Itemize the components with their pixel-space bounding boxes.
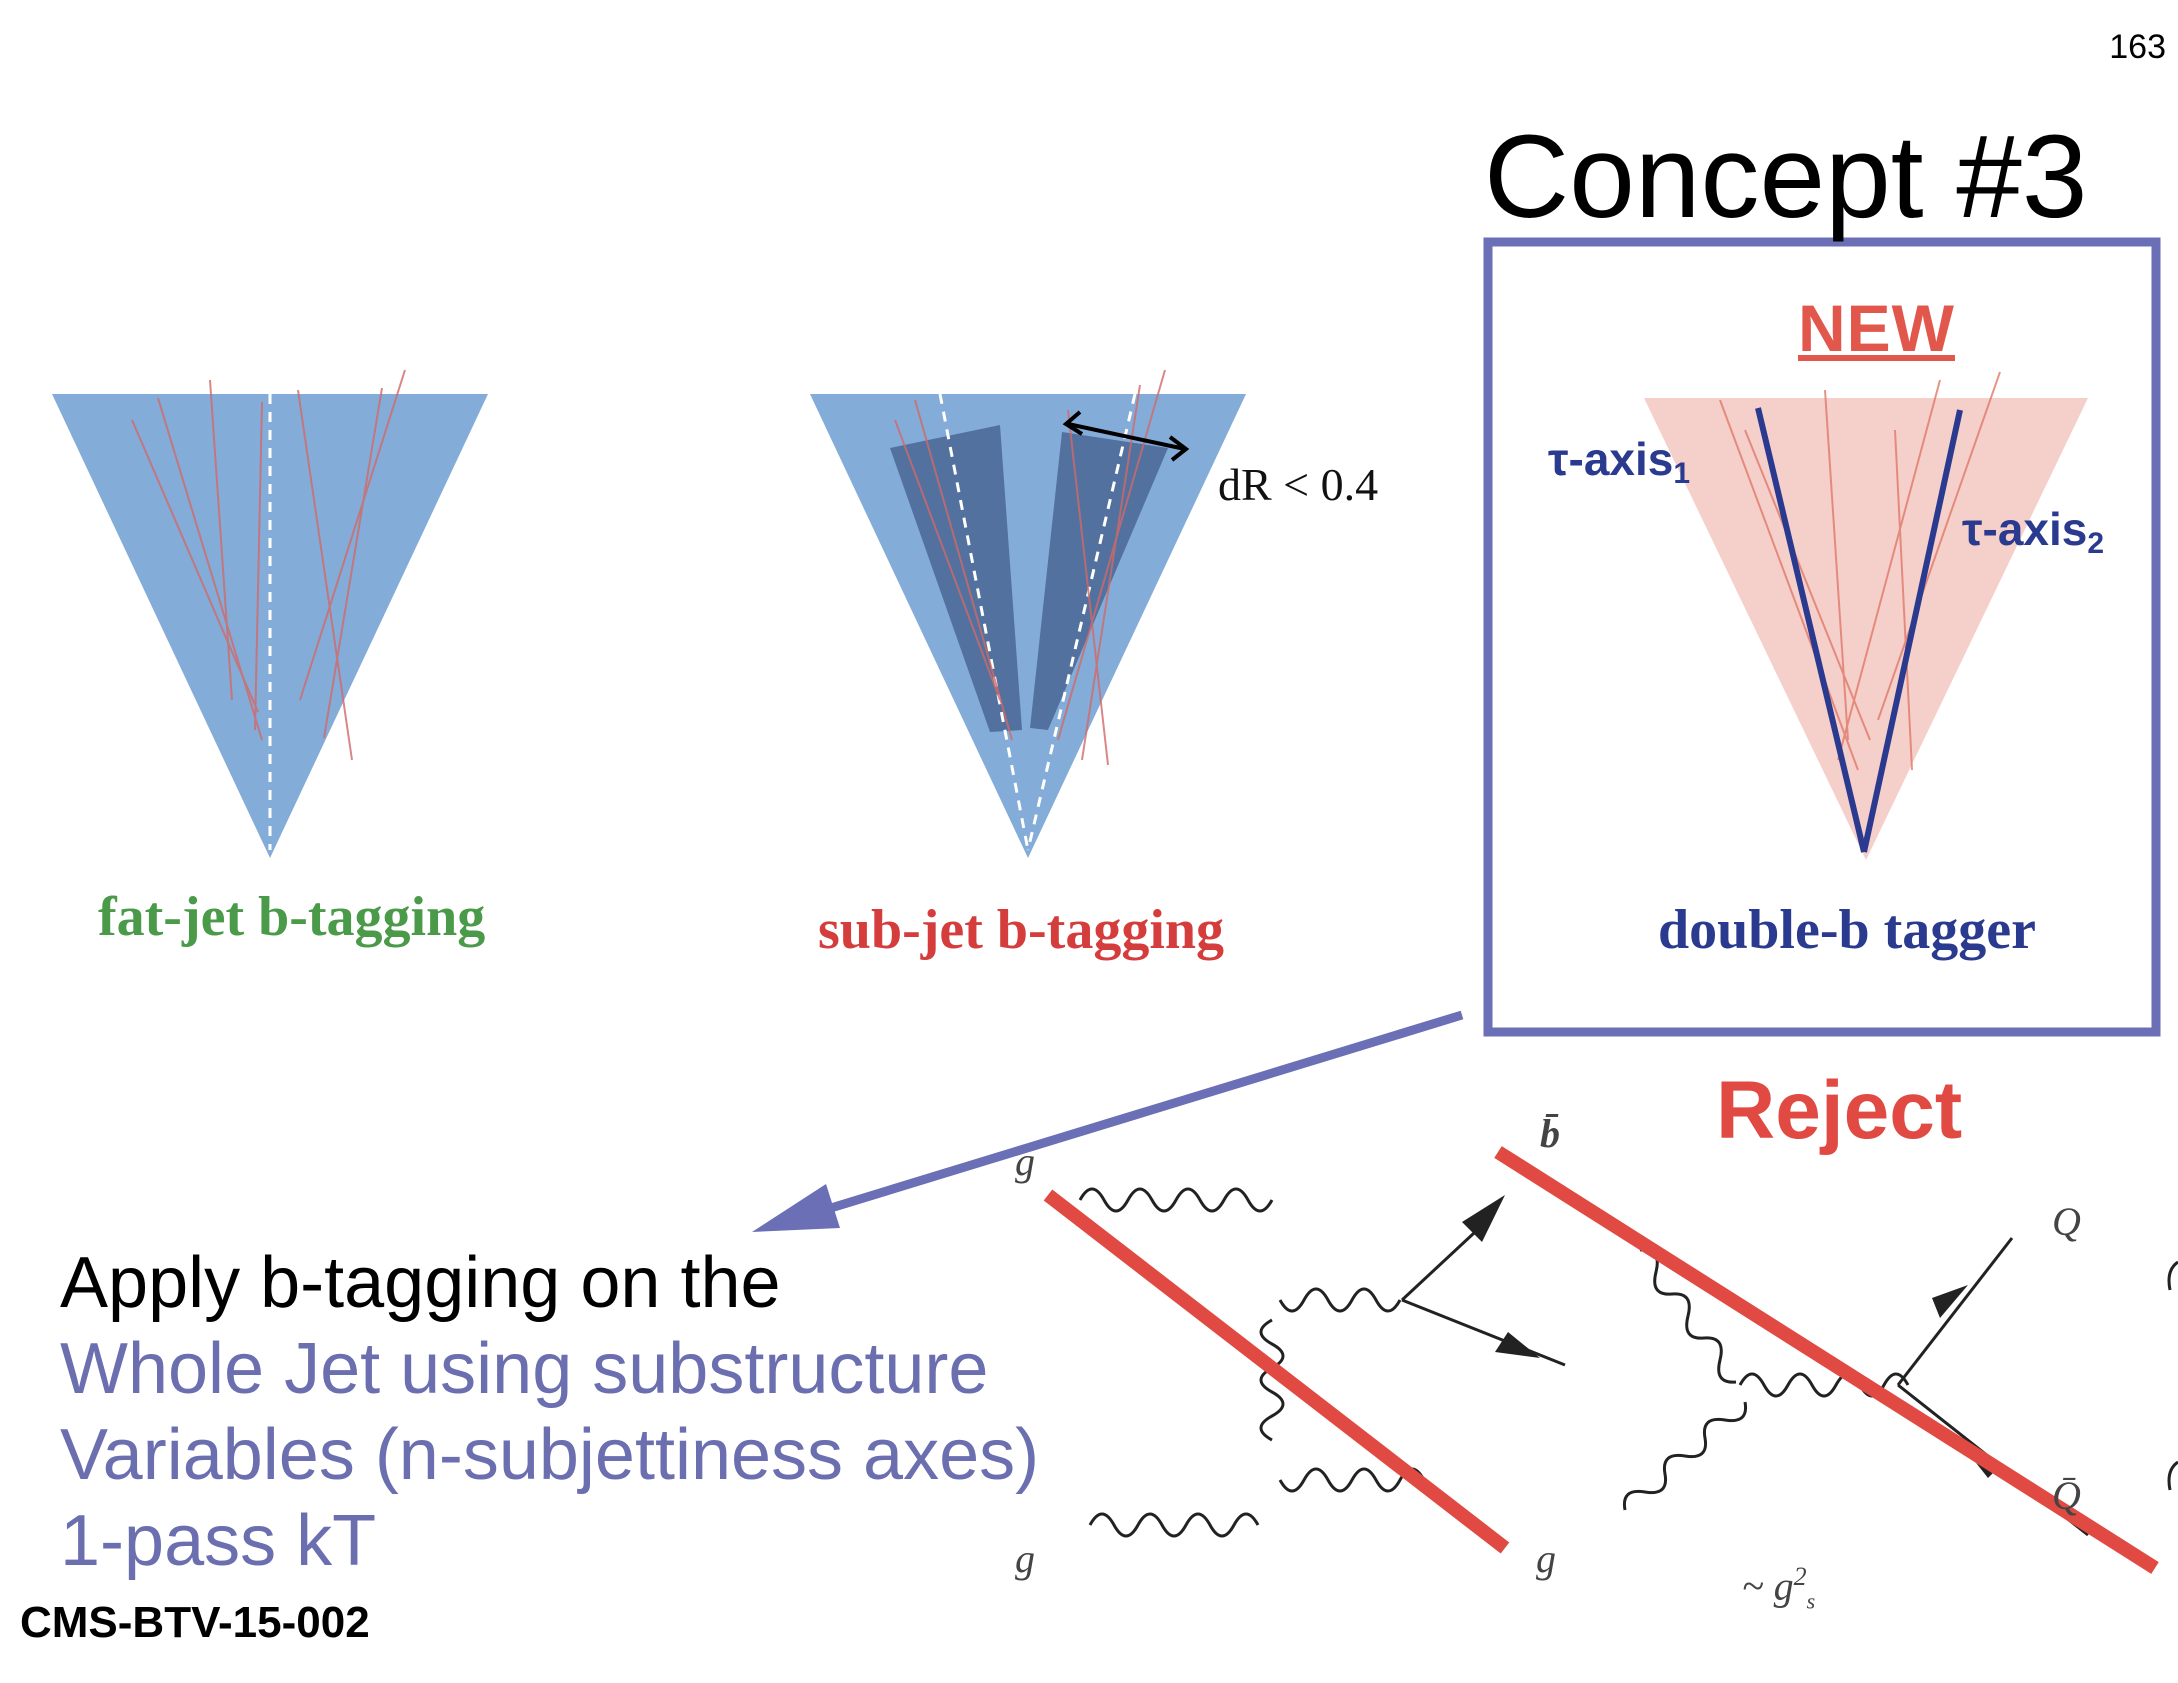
body-line-1: Apply b-tagging on the (60, 1243, 781, 1323)
tau-axis-2-label: τ-axis2 (1962, 503, 2105, 560)
sub-jet-diagram (810, 369, 1246, 858)
body-text: Apply b-tagging on the Whole Jet using s… (60, 1240, 1039, 1584)
dr-arrow (1062, 410, 1190, 462)
reject-strike-2 (1494, 1146, 2159, 1574)
sub-jet-axis-left (938, 393, 1030, 851)
sub-jet-label: sub-jet b-tagging (818, 899, 1225, 961)
sub-jet-left (890, 425, 1022, 732)
feynman-coupling: ~ g2s (1742, 1562, 1816, 1614)
feynman-diagram-1 (1078, 1187, 1566, 1538)
reference-id: CMS-BTV-15-002 (20, 1598, 370, 1647)
fat-jet-cone (52, 394, 488, 858)
double-b-tracks (1719, 371, 2001, 771)
fat-jet-tracks (131, 369, 406, 761)
reject-strike-1 (1043, 1189, 1510, 1554)
gluon-line (1078, 1187, 1274, 1213)
body-line-4: 1-pass kT (60, 1501, 377, 1581)
gluon-line (1088, 1512, 1260, 1538)
gluon-line (1259, 1318, 1285, 1442)
double-b-cone (1644, 398, 2088, 860)
feynman-label-g3: g (1536, 1536, 1556, 1581)
body-line-2: Whole Jet using substructure (60, 1329, 989, 1409)
gluon-line (1639, 1248, 1737, 1384)
tau-axis-1-label: τ-axis1 (1548, 433, 1691, 490)
sub-jet-cone (810, 394, 1246, 858)
gluon-line (1622, 1401, 1748, 1511)
gluon-line (1278, 1287, 1402, 1313)
feynman-label-q: Q (2052, 1199, 2081, 1244)
new-badge: NEW (1798, 291, 1955, 365)
feynman-diagram-3-partial (2167, 1260, 2178, 1491)
reject-label: Reject (1716, 1065, 1963, 1156)
gluon-line (1278, 1467, 1426, 1493)
sub-jet-axis-right (1026, 393, 1137, 851)
fat-jet-label: fat-jet b-tagging (98, 886, 486, 948)
tau-axis-1-line (1755, 407, 1867, 853)
tau-axis-2-line (1861, 409, 1963, 853)
sub-jet-tracks (894, 369, 1166, 766)
feynman-label-g2: g (1015, 1536, 1035, 1581)
feynman-label-g1: g (1015, 1139, 1035, 1184)
double-b-diagram (1644, 371, 2088, 860)
dr-annotation: dR < 0.4 (1218, 459, 1379, 510)
double-b-label: double-b tagger (1658, 899, 2036, 961)
page-number: 163 (2109, 28, 2166, 66)
pointer-arrow (752, 1010, 1464, 1232)
sub-jet-right (1030, 432, 1168, 730)
feynman-label-qbar: Q̄ (2052, 1473, 2081, 1518)
slide-title: Concept #3 (1484, 111, 2088, 243)
feynman-label-bbar: b̄ (1540, 1111, 1560, 1156)
double-b-frame (1483, 237, 2161, 1037)
fat-jet-diagram (52, 369, 488, 858)
body-line-3: Variables (n-subjettiness axes) (60, 1415, 1040, 1495)
